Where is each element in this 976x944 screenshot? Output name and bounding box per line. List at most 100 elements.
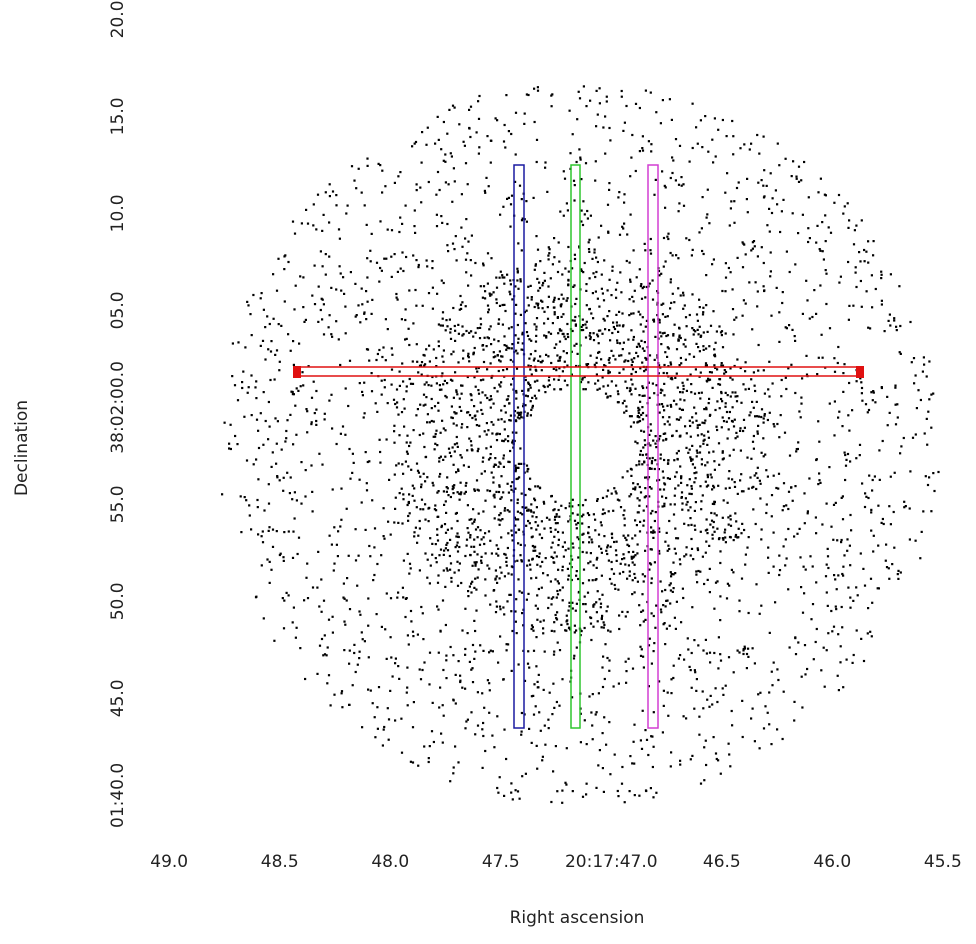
speckle bbox=[750, 143, 752, 145]
speckle bbox=[473, 488, 475, 490]
speckle bbox=[768, 723, 770, 725]
speckle bbox=[768, 208, 770, 210]
speckle bbox=[553, 237, 555, 239]
speckle bbox=[573, 657, 575, 659]
speckle bbox=[617, 499, 619, 501]
speckle bbox=[752, 241, 754, 243]
speckle bbox=[566, 384, 568, 386]
speckle bbox=[649, 444, 651, 446]
speckle bbox=[741, 578, 743, 580]
speckle bbox=[500, 409, 502, 411]
speckle bbox=[859, 454, 861, 456]
speckle bbox=[672, 562, 674, 564]
speckle bbox=[257, 506, 259, 508]
speckle bbox=[609, 279, 611, 281]
speckle bbox=[589, 308, 591, 310]
speckle bbox=[687, 509, 689, 511]
speckle bbox=[789, 646, 791, 648]
speckle bbox=[620, 563, 622, 565]
speckle bbox=[679, 364, 681, 366]
speckle bbox=[597, 261, 599, 263]
speckle bbox=[730, 200, 732, 202]
speckle bbox=[459, 681, 461, 683]
y-axis-title: Declination bbox=[12, 400, 32, 496]
speckle bbox=[450, 152, 452, 154]
speckle bbox=[279, 361, 281, 363]
speckle bbox=[867, 607, 869, 609]
speckle bbox=[740, 450, 742, 452]
speckle bbox=[825, 269, 827, 271]
speckle bbox=[855, 586, 857, 588]
speckle bbox=[642, 347, 644, 349]
speckle bbox=[541, 301, 543, 303]
speckle bbox=[674, 528, 676, 530]
speckle bbox=[568, 575, 570, 577]
speckle bbox=[699, 424, 701, 426]
speckle bbox=[667, 334, 669, 336]
speckle bbox=[421, 361, 423, 363]
speckle bbox=[581, 522, 583, 524]
speckle bbox=[313, 381, 315, 383]
speckle bbox=[705, 362, 707, 364]
speckle bbox=[550, 333, 552, 335]
speckle bbox=[683, 523, 685, 525]
speckle bbox=[494, 457, 496, 459]
speckle bbox=[468, 356, 470, 358]
speckle bbox=[407, 504, 409, 506]
speckle bbox=[630, 157, 632, 159]
speckle bbox=[400, 268, 402, 270]
speckle bbox=[484, 750, 486, 752]
speckle bbox=[472, 565, 474, 567]
speckle bbox=[840, 276, 842, 278]
speckle bbox=[696, 455, 698, 457]
speckle bbox=[415, 305, 417, 307]
speckle bbox=[674, 476, 676, 478]
speckle bbox=[652, 279, 654, 281]
speckle bbox=[497, 662, 499, 664]
speckle bbox=[642, 316, 644, 318]
speckle bbox=[503, 335, 505, 337]
speckle bbox=[273, 318, 275, 320]
speckle bbox=[497, 792, 499, 794]
speckle bbox=[728, 417, 730, 419]
speckle bbox=[543, 272, 545, 274]
speckle bbox=[434, 443, 436, 445]
speckle bbox=[615, 289, 617, 291]
speckle bbox=[595, 362, 597, 364]
speckle bbox=[243, 416, 245, 418]
speckle bbox=[413, 429, 415, 431]
speckle bbox=[475, 589, 477, 591]
speckle bbox=[734, 419, 736, 421]
speckle bbox=[732, 153, 734, 155]
speckle bbox=[452, 446, 454, 448]
speckle bbox=[394, 474, 396, 476]
speckle bbox=[688, 239, 690, 241]
speckle bbox=[598, 306, 600, 308]
speckle bbox=[370, 260, 372, 262]
speckle bbox=[510, 782, 512, 784]
speckle bbox=[742, 383, 744, 385]
speckle bbox=[535, 235, 537, 237]
speckle bbox=[476, 131, 478, 133]
speckle bbox=[607, 396, 609, 398]
speckle bbox=[855, 272, 857, 274]
x-tick-label: 45.5 bbox=[924, 852, 962, 872]
speckle bbox=[820, 669, 822, 671]
slit-green bbox=[571, 165, 580, 728]
speckle bbox=[568, 271, 570, 273]
speckle bbox=[700, 336, 702, 338]
speckle bbox=[406, 435, 408, 437]
speckle bbox=[550, 527, 552, 529]
speckle bbox=[454, 340, 456, 342]
speckle bbox=[674, 324, 676, 326]
speckle bbox=[437, 402, 439, 404]
speckle bbox=[244, 496, 246, 498]
speckle bbox=[796, 178, 798, 180]
speckle bbox=[414, 289, 416, 291]
speckle bbox=[654, 336, 656, 338]
speckle bbox=[686, 379, 688, 381]
speckle bbox=[459, 309, 461, 311]
speckle bbox=[779, 231, 781, 233]
speckle bbox=[454, 180, 456, 182]
speckle bbox=[486, 397, 488, 399]
